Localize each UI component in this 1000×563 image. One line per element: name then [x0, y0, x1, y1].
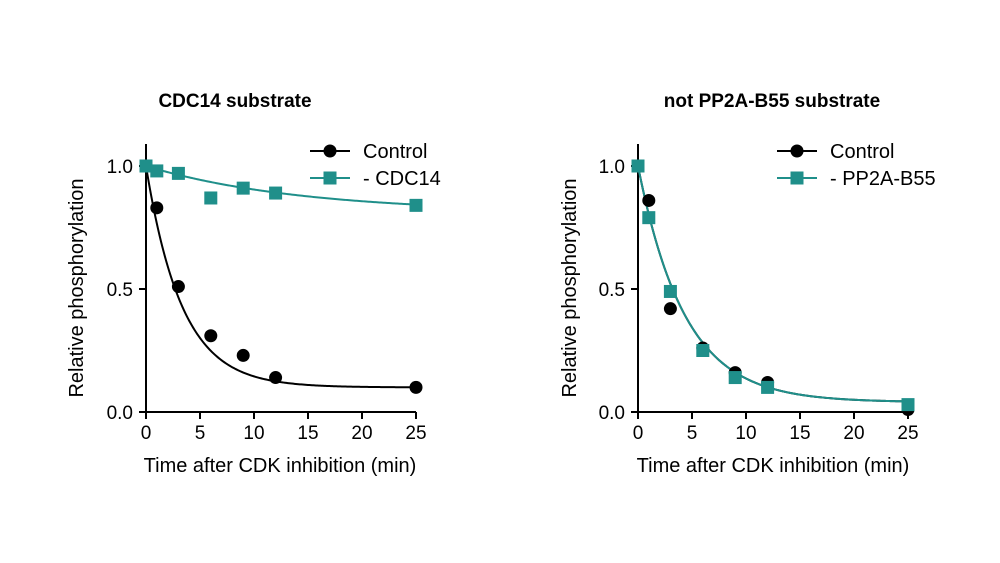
x-tick-label: 25	[897, 423, 918, 444]
legend-marker	[323, 171, 337, 185]
y-tick-label: 0.5	[107, 280, 133, 301]
panel-pp2a-b55: not PP2A-B55 substrate Time after CDK in…	[559, 91, 936, 477]
data-point	[761, 380, 775, 394]
x-tick-label: 5	[687, 423, 698, 444]
x-tick-label: 20	[351, 423, 372, 444]
x-tick-label: 15	[789, 423, 810, 444]
fit-curve-pp2a-b55	[637, 165, 909, 403]
data-point	[663, 302, 677, 316]
legend-label: - PP2A-B55	[830, 168, 936, 190]
data-point	[204, 191, 218, 205]
y-tick-label: 1.0	[107, 157, 133, 178]
x-tick-label: 20	[843, 423, 864, 444]
x-tick-label: 0	[633, 423, 644, 444]
data-point	[631, 159, 645, 173]
chart-title: not PP2A-B55 substrate	[664, 91, 880, 112]
data-point	[663, 284, 677, 298]
data-point	[204, 329, 218, 343]
data-point	[150, 164, 164, 178]
x-tick-label: 25	[405, 423, 426, 444]
x-axis-label: Time after CDK inhibition (min)	[144, 455, 417, 477]
legend-marker	[790, 171, 804, 185]
x-tick-label: 0	[141, 423, 152, 444]
y-tick-label: 0.5	[599, 280, 625, 301]
data-point	[171, 280, 185, 294]
data-point	[171, 166, 185, 180]
data-point	[409, 198, 423, 212]
data-point	[901, 398, 915, 412]
legend-marker	[323, 144, 337, 158]
data-point	[728, 371, 742, 385]
fit-curve-control	[145, 165, 417, 389]
data-point	[409, 380, 423, 394]
y-axis-label: Relative phosphorylation	[559, 178, 581, 397]
data-point	[236, 348, 250, 362]
data-point	[269, 371, 283, 385]
y-tick-label: 0.0	[107, 403, 133, 424]
x-tick-label: 10	[735, 423, 756, 444]
legend-label: - CDC14	[363, 168, 441, 190]
y-tick-label: 1.0	[599, 157, 625, 178]
data-point	[642, 193, 656, 207]
data-point	[150, 201, 164, 215]
legend-label: Control	[830, 141, 894, 163]
x-tick-label: 15	[297, 423, 318, 444]
legend-marker	[790, 144, 804, 158]
y-tick-label: 0.0	[599, 403, 625, 424]
fit-curve-control	[637, 165, 909, 403]
x-tick-label: 5	[195, 423, 206, 444]
panel-cdc14: CDC14 substrate Time after CDK inhibitio…	[66, 91, 441, 477]
x-tick-label: 10	[243, 423, 264, 444]
y-axis-label: Relative phosphorylation	[66, 178, 88, 397]
x-axis-label: Time after CDK inhibition (min)	[637, 455, 910, 477]
data-point	[696, 344, 710, 357]
data-point	[139, 159, 153, 173]
data-point	[269, 186, 283, 200]
data-point	[642, 211, 656, 225]
legend-label: Control	[363, 141, 427, 163]
data-point	[236, 181, 250, 195]
chart-title: CDC14 substrate	[158, 91, 311, 112]
